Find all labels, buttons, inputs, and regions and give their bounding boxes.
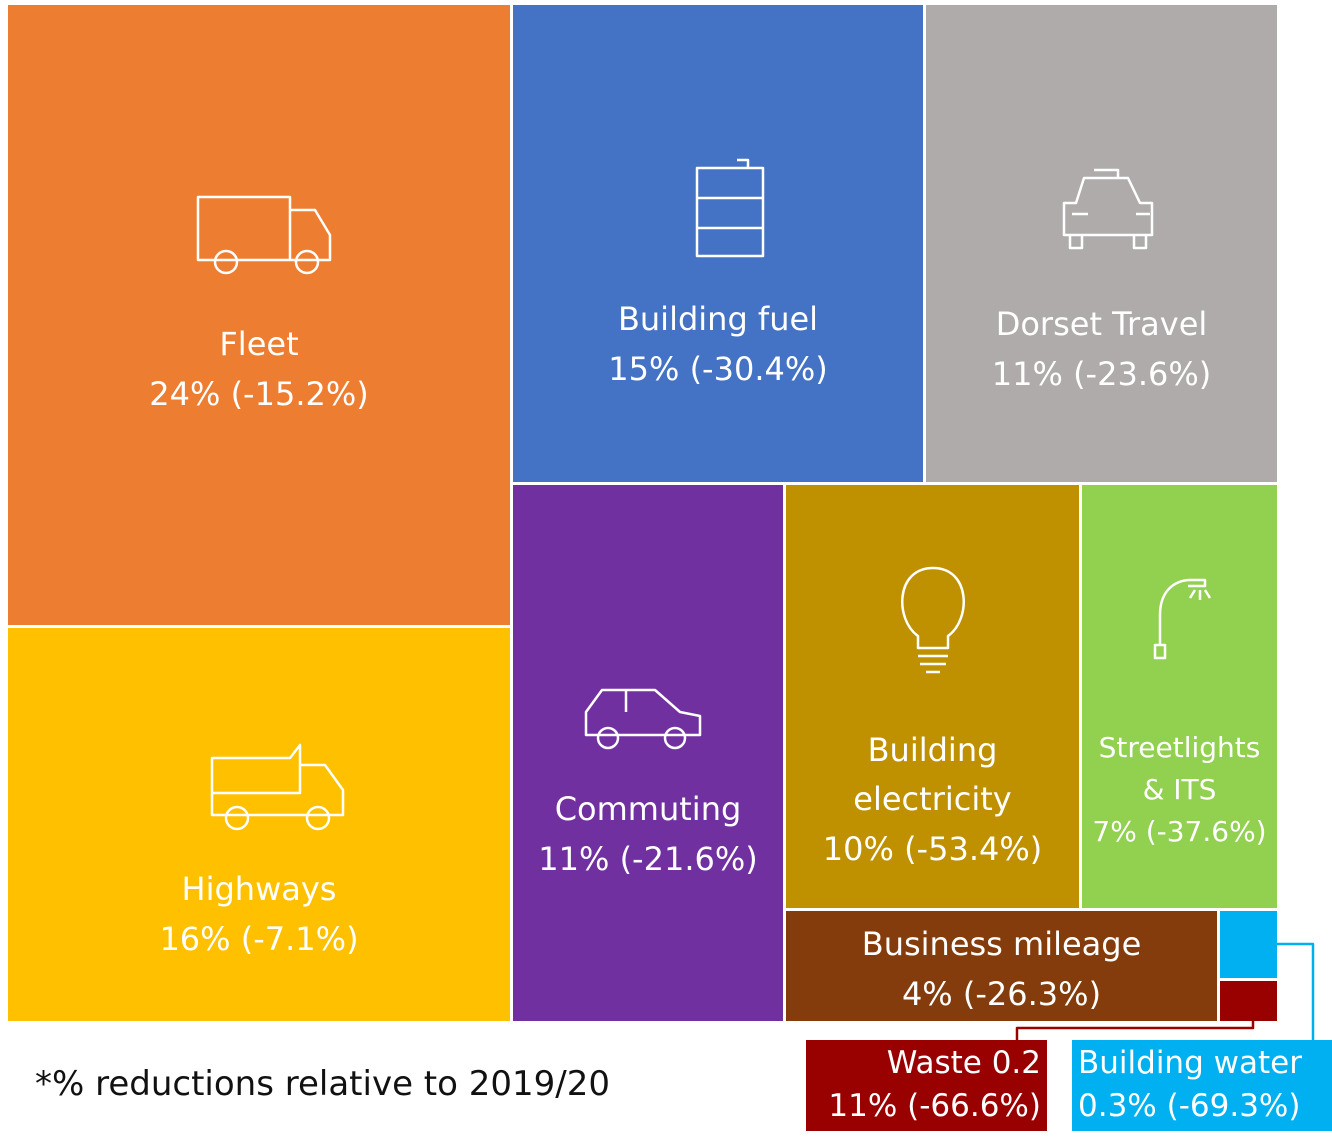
dump-truck-icon [210, 743, 345, 831]
tile-label: Business mileage 4% (-26.3%) [786, 920, 1217, 1020]
bulb-icon [901, 566, 965, 674]
label-text: Streetlights & ITS [1098, 731, 1261, 806]
taxi-icon [1062, 168, 1154, 250]
label-text: 0.3% (-69.3%) [1078, 1088, 1301, 1125]
label-text: Waste 0.2 [886, 1045, 1041, 1081]
tile-label: Building fuel 15% (-30.4%) [513, 275, 923, 415]
label-text: 11% (-23.6%) [991, 355, 1212, 393]
label-text: Building electricity [853, 730, 1012, 819]
tile [786, 485, 1079, 908]
tile [1220, 981, 1277, 1021]
label-text: 10% (-53.4%) [822, 829, 1043, 868]
car-icon [584, 688, 702, 750]
tile [8, 628, 510, 1021]
connector [1277, 942, 1315, 1040]
label-text: 16% (-7.1%) [159, 920, 359, 958]
tile [926, 5, 1277, 482]
label-text: Business mileage [861, 925, 1142, 964]
streetlight-icon [1153, 578, 1212, 660]
label-text: 24% (-15.2%) [149, 375, 369, 413]
callout-label: Waste 0.2 11% (-66.6%) [806, 1040, 1047, 1131]
tile [8, 5, 510, 625]
label-text: Highways [181, 870, 337, 909]
label-text: Fleet [219, 325, 299, 364]
tile-label: Highways 16% (-7.1%) [8, 845, 510, 985]
tile [513, 485, 783, 1021]
label-text: 11% (-21.6%) [538, 840, 758, 878]
tile [513, 5, 923, 482]
label-text: 7% (-37.6%) [1092, 815, 1267, 848]
callout-label: Building water 0.3% (-69.3%) [1072, 1040, 1332, 1131]
tile-label: Commuting 11% (-21.6%) [513, 765, 783, 905]
truck-icon [196, 195, 332, 275]
label-text: Building water [1078, 1045, 1302, 1081]
tile-label: Dorset Travel 11% (-23.6%) [926, 280, 1277, 420]
tile-label: Streetlights & ITS 7% (-37.6%) [1082, 695, 1277, 885]
label-text: 11% (-66.6%) [828, 1088, 1041, 1125]
label-text: 4% (-26.3%) [901, 975, 1102, 1013]
label-text: Dorset Travel [995, 305, 1208, 344]
footnote: *% reductions relative to 2019/20 [35, 1064, 610, 1104]
tile-label: Fleet 24% (-15.2%) [8, 300, 510, 440]
tile [786, 911, 1217, 1021]
tile [1220, 911, 1277, 978]
tile-label: Building electricity 10% (-53.4%) [786, 715, 1079, 885]
label-text: Building fuel [617, 300, 819, 339]
label-text: 15% (-30.4%) [608, 350, 828, 388]
label-text: Commuting [554, 790, 742, 829]
connector [1015, 1021, 1255, 1040]
tile [1082, 485, 1277, 908]
barrel-icon [695, 158, 765, 258]
